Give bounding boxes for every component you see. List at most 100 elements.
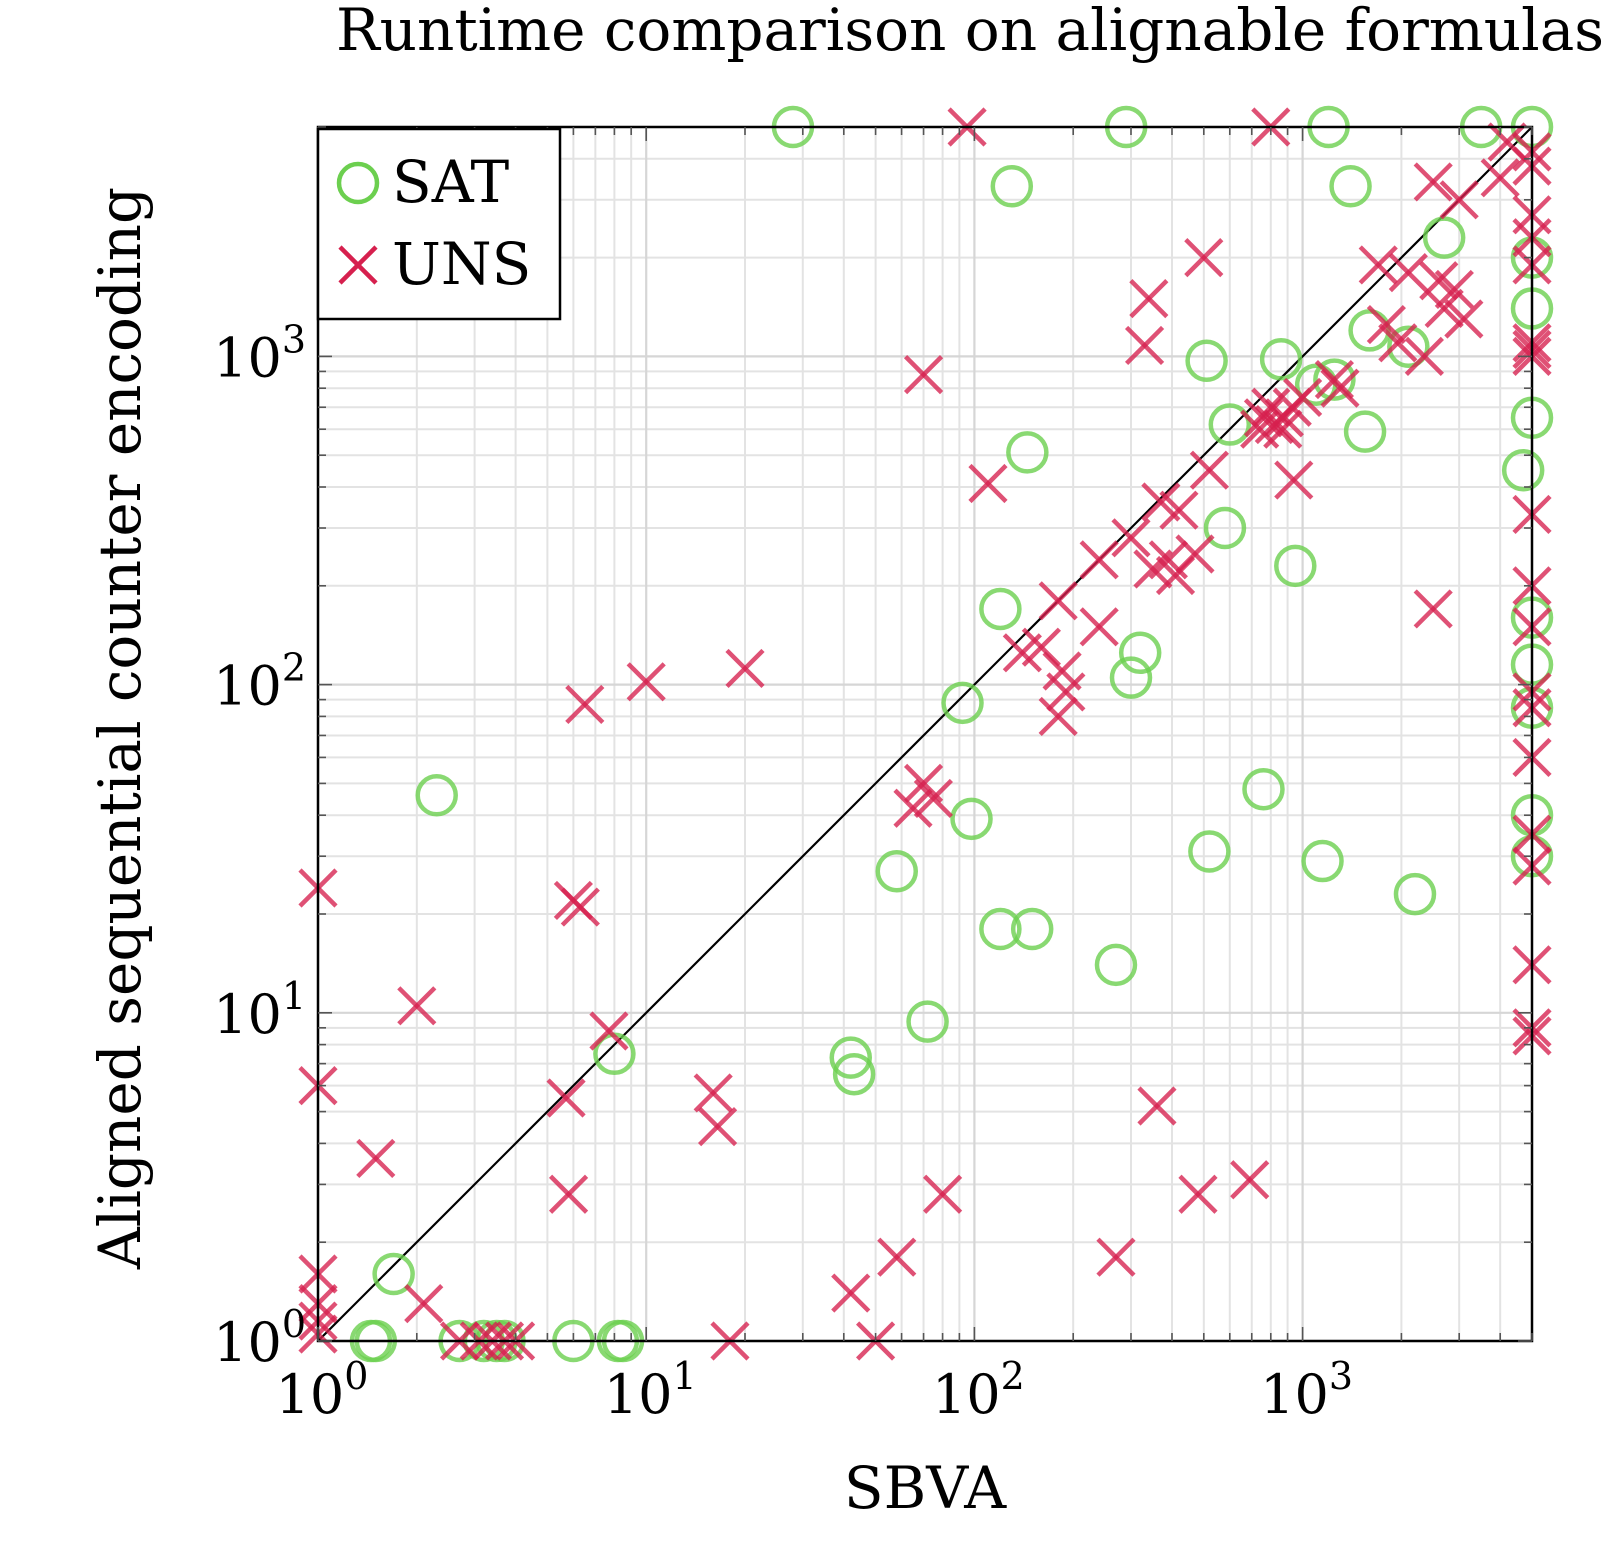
uns-point [1178,1174,1218,1214]
sat-point [950,797,993,841]
uns-point [913,778,953,819]
x-axis-label: SBVA [844,1454,1007,1522]
uns-point [1480,158,1520,198]
uns-point [831,1273,871,1313]
sat-point [1094,943,1138,987]
uns-point [1002,633,1042,673]
uns-point [404,1284,444,1324]
sat-point [1109,656,1153,699]
legend-uns-marker [338,245,378,285]
uns-point [1159,490,1199,530]
uns-point [1079,607,1119,647]
sat-point [875,849,919,893]
legend-uns-label: UNS [392,230,531,298]
uns-point [903,355,944,395]
y-tick-label: 102 [213,646,306,718]
x-tick-label: 103 [1260,1354,1353,1426]
y-axis-label: Aligned sequential counter encoding [86,187,154,1270]
uns-point [1439,180,1479,220]
uns-series [298,107,1552,1361]
sat-point [1010,907,1054,951]
sat-point [1208,403,1252,446]
sat-point [1313,358,1356,401]
legend-box [316,127,562,321]
sat-point [990,164,1034,208]
sat-point [1387,325,1430,369]
uns-point [1133,549,1173,589]
diagonal-line [317,126,1533,1342]
sat-point [832,1052,876,1096]
sat-point [829,1036,872,1079]
sat-point [979,907,1022,951]
uns-point [1314,359,1354,400]
uns-point [1424,288,1464,329]
sat-point [1118,631,1162,675]
y-tick-label: 101 [213,974,306,1046]
sat-point [1393,872,1437,916]
sat-point [1006,431,1049,474]
uns-point [565,684,605,725]
uns-point [589,1011,629,1051]
uns-point [1079,540,1119,580]
uns-point [1046,672,1086,712]
uns-point [893,788,933,828]
tick-labels: 100 101 102 103 100 101 102 103 [213,317,1353,1426]
y-tick-label: 103 [213,317,306,389]
uns-point [1230,1160,1270,1200]
uns-point [1366,305,1406,345]
sat-point [1422,216,1466,259]
sat-point [1343,410,1387,453]
uns-point [1175,534,1215,574]
legend: SAT UNS [316,127,562,321]
x-tick-label: 102 [932,1354,1025,1426]
uns-point [1378,323,1418,363]
uns-point [1124,325,1165,366]
x-tick-label: 101 [604,1354,697,1426]
uns-point [548,1174,589,1214]
uns-point [546,1078,586,1118]
uns-point [1111,518,1151,558]
uns-point [1434,269,1474,310]
uns-point [626,662,666,702]
uns-point [1274,460,1314,500]
uns-point [1184,238,1224,278]
uns-point [1444,299,1484,339]
axis-ticks [317,126,1533,1342]
chart-title: Runtime comparison on alignable formulas [336,0,1604,64]
sat-point [906,1000,949,1043]
sat-point [1188,830,1231,873]
uns-point [923,1174,963,1214]
legend-sat-marker [336,161,380,205]
sat-point [1301,839,1344,883]
uns-point [1413,589,1453,629]
diagonal-layer [317,126,1533,1342]
uns-point [693,1073,733,1113]
uns-point [1129,279,1169,319]
sat-point [372,1252,415,1296]
uns-point [356,1138,396,1179]
sat-point [1242,767,1285,811]
sat-point [415,774,458,817]
plot-frame [316,125,1534,1343]
uns-point [560,887,600,927]
sat-point [1501,448,1545,492]
uns-point [1240,409,1280,449]
y-tick-label: 100 [213,1302,306,1374]
uns-point [1358,245,1398,285]
sat-point [979,587,1022,631]
sat-point [1185,339,1228,382]
uns-point [877,1237,917,1277]
sat-point [941,681,984,725]
uns-point [1038,696,1078,736]
uns-point [1264,398,1304,438]
uns-point [725,648,765,689]
uns-point [1413,162,1453,202]
uns-point [1189,450,1229,490]
uns-point [1038,581,1078,621]
uns-point [968,463,1008,504]
uns-point [1388,253,1428,293]
sat-point [1348,309,1391,352]
sat-point [1203,506,1247,550]
